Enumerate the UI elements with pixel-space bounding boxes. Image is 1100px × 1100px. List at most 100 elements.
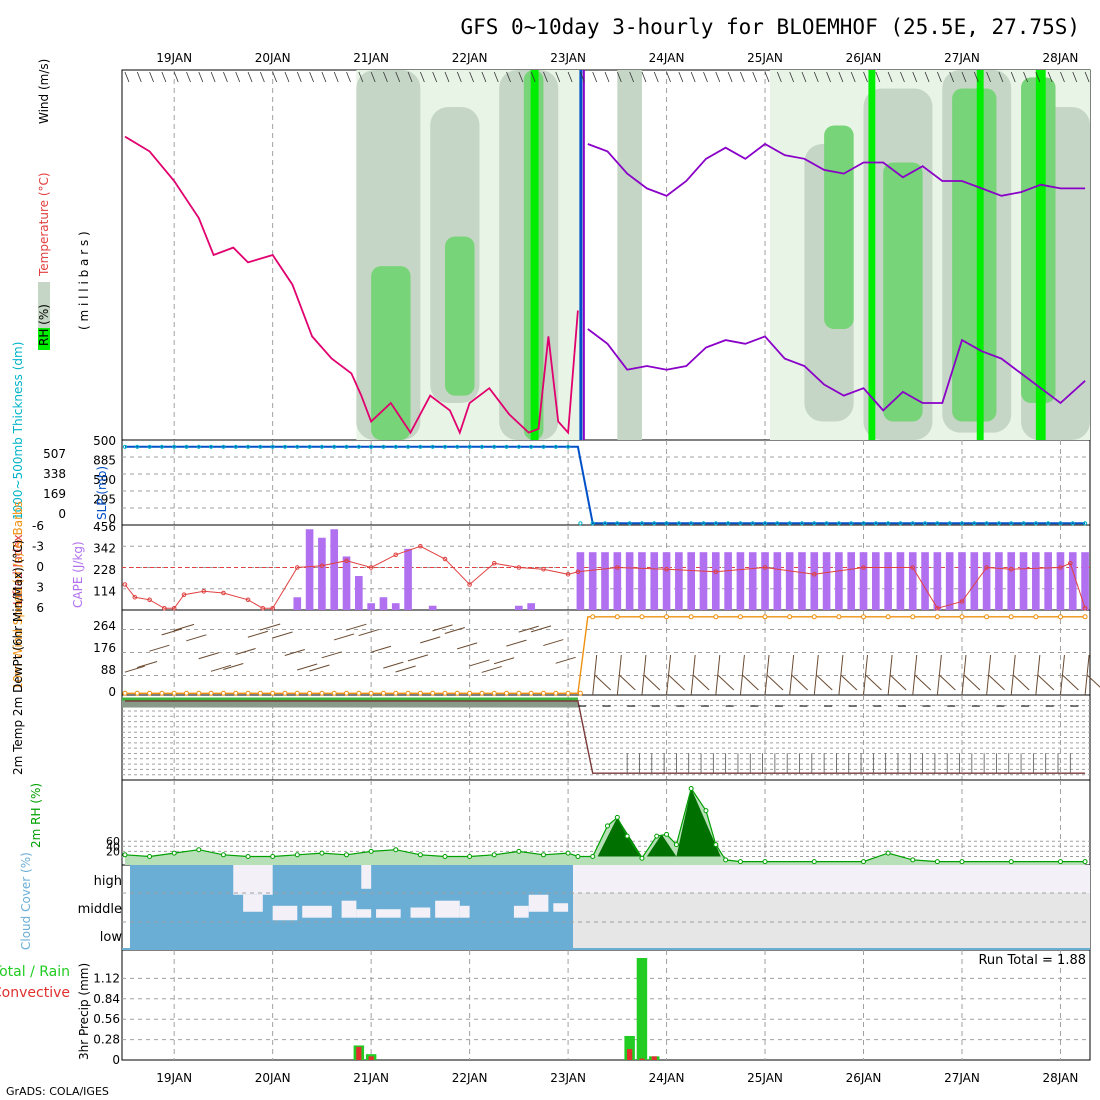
wind-barb bbox=[692, 674, 710, 691]
cape-bar bbox=[933, 552, 942, 610]
upper-wind-barb bbox=[727, 71, 733, 83]
cloud-white-patch bbox=[376, 909, 401, 918]
thickness-marker bbox=[738, 521, 743, 526]
wind-barb bbox=[432, 624, 453, 632]
precip-tick-label: 1.12 bbox=[93, 971, 120, 985]
rh2m-peak bbox=[646, 834, 677, 857]
cloud-white-patch bbox=[272, 905, 298, 921]
precip-ylabel-group: 3hr Precip (mm) bbox=[77, 963, 91, 1060]
li-marker bbox=[319, 563, 325, 569]
li-marker bbox=[664, 566, 669, 572]
x-tick-label-bottom: 24JAN bbox=[649, 1071, 685, 1085]
thickness-marker bbox=[369, 444, 374, 449]
upper-wind-barb bbox=[715, 71, 721, 83]
x-tick-label-bottom: 21JAN bbox=[353, 1071, 389, 1085]
wind-barb bbox=[815, 674, 833, 691]
upper-wind-barb bbox=[801, 71, 807, 83]
x-tick-label-top: 19JAN bbox=[156, 51, 192, 65]
thickness-marker bbox=[873, 521, 878, 526]
wind-speed-marker bbox=[811, 614, 817, 620]
upper-wind-barb bbox=[690, 71, 696, 83]
wind-speed-marker bbox=[245, 690, 251, 696]
x-tick-label-bottom: 20JAN bbox=[255, 1071, 291, 1085]
wind-barb bbox=[543, 639, 564, 647]
cape-bar bbox=[761, 552, 769, 610]
slp-tick-label: 885 bbox=[93, 454, 116, 468]
thickness-marker bbox=[184, 444, 189, 449]
upper-wind-barb bbox=[863, 71, 868, 83]
upper-wind-barb bbox=[247, 71, 253, 83]
upper-wind-barb bbox=[1047, 71, 1053, 83]
upper-ylabel-temperature: Temperature (°C) bbox=[37, 172, 51, 277]
li-marker bbox=[201, 589, 207, 594]
li-marker bbox=[132, 594, 138, 600]
wind-barb bbox=[247, 630, 269, 638]
wind-speed-marker bbox=[208, 690, 214, 696]
thickness-marker bbox=[996, 521, 1002, 526]
cape-bar bbox=[379, 597, 388, 610]
temperature-line-lower bbox=[124, 135, 579, 436]
rh2m-marker bbox=[664, 831, 670, 837]
x-tick-label-bottom: 27JAN bbox=[944, 1071, 980, 1085]
rh-shade-green bbox=[952, 88, 997, 422]
li-marker bbox=[984, 565, 989, 570]
precip-tick-label: 0.28 bbox=[93, 1033, 120, 1047]
upper-wind-barb bbox=[456, 71, 462, 83]
upper-wind-barb bbox=[420, 71, 425, 83]
rh-shade-green bbox=[371, 266, 411, 440]
cape-tick-label: 228 bbox=[93, 563, 116, 577]
cape-bar bbox=[748, 552, 757, 610]
x-tick-label-top: 25JAN bbox=[747, 51, 783, 65]
x-tick-label-top: 20JAN bbox=[255, 51, 291, 65]
thickness-marker bbox=[356, 444, 361, 449]
rh2m-marker bbox=[122, 852, 128, 858]
li-marker bbox=[418, 543, 423, 549]
rh2m-peak bbox=[676, 788, 721, 857]
cape-bar bbox=[330, 529, 339, 610]
cape-bar bbox=[687, 552, 695, 610]
rh2m-marker bbox=[703, 808, 709, 814]
thickness-marker bbox=[689, 521, 694, 526]
wind-barb bbox=[420, 636, 441, 644]
rh2m-marker bbox=[540, 852, 546, 858]
wind-speed-marker bbox=[454, 690, 460, 696]
thickness-marker bbox=[245, 444, 251, 449]
li-marker bbox=[171, 606, 177, 611]
wind-barb bbox=[309, 664, 330, 672]
cloud-gray-high bbox=[573, 865, 1090, 893]
thickness-marker bbox=[418, 444, 423, 449]
wind-barb bbox=[370, 645, 392, 653]
precip-ylabel-total: Total / Rain bbox=[0, 964, 70, 980]
cape-ylabel-group: CAPE (J/kg) bbox=[71, 541, 85, 608]
slp-tick-label: 590 bbox=[93, 473, 116, 487]
cape-bar bbox=[970, 552, 979, 610]
wind-speed-marker bbox=[959, 614, 965, 620]
wind-speed-marker bbox=[516, 690, 522, 696]
wind-barb bbox=[914, 674, 932, 691]
li-tick-label: 6 bbox=[36, 601, 44, 615]
upper-wind-barb bbox=[813, 71, 819, 83]
wind-barb bbox=[481, 665, 502, 673]
thickness-marker bbox=[726, 521, 731, 526]
precip-tick-label: 0 bbox=[112, 1053, 120, 1067]
cloud-ylabel-group: Cloud Cover (%) bbox=[19, 852, 33, 950]
wind-barb bbox=[321, 651, 342, 659]
upper-wind-barb bbox=[259, 71, 265, 83]
wind-speed-marker bbox=[233, 690, 239, 696]
thickness-marker bbox=[910, 521, 915, 526]
cloud-ylabel: Cloud Cover (%) bbox=[19, 852, 33, 950]
cape-bar bbox=[1056, 552, 1065, 610]
li-marker bbox=[1082, 606, 1088, 611]
cape-bar bbox=[318, 537, 326, 610]
thickness-tick-label: 169 bbox=[43, 487, 66, 501]
thickness-tick-label: 507 bbox=[43, 447, 66, 461]
precip-run-total: Run Total = 1.88 bbox=[978, 953, 1086, 968]
wind-barb bbox=[742, 674, 759, 691]
li-marker bbox=[811, 572, 817, 577]
slp-tick-label: 500 bbox=[93, 434, 116, 448]
slp-tick-label: 0 bbox=[108, 512, 116, 526]
wind-barb bbox=[1012, 674, 1030, 691]
upper-wind-barb bbox=[469, 71, 474, 83]
thickness-marker bbox=[775, 521, 780, 526]
cape-bar bbox=[428, 605, 437, 610]
